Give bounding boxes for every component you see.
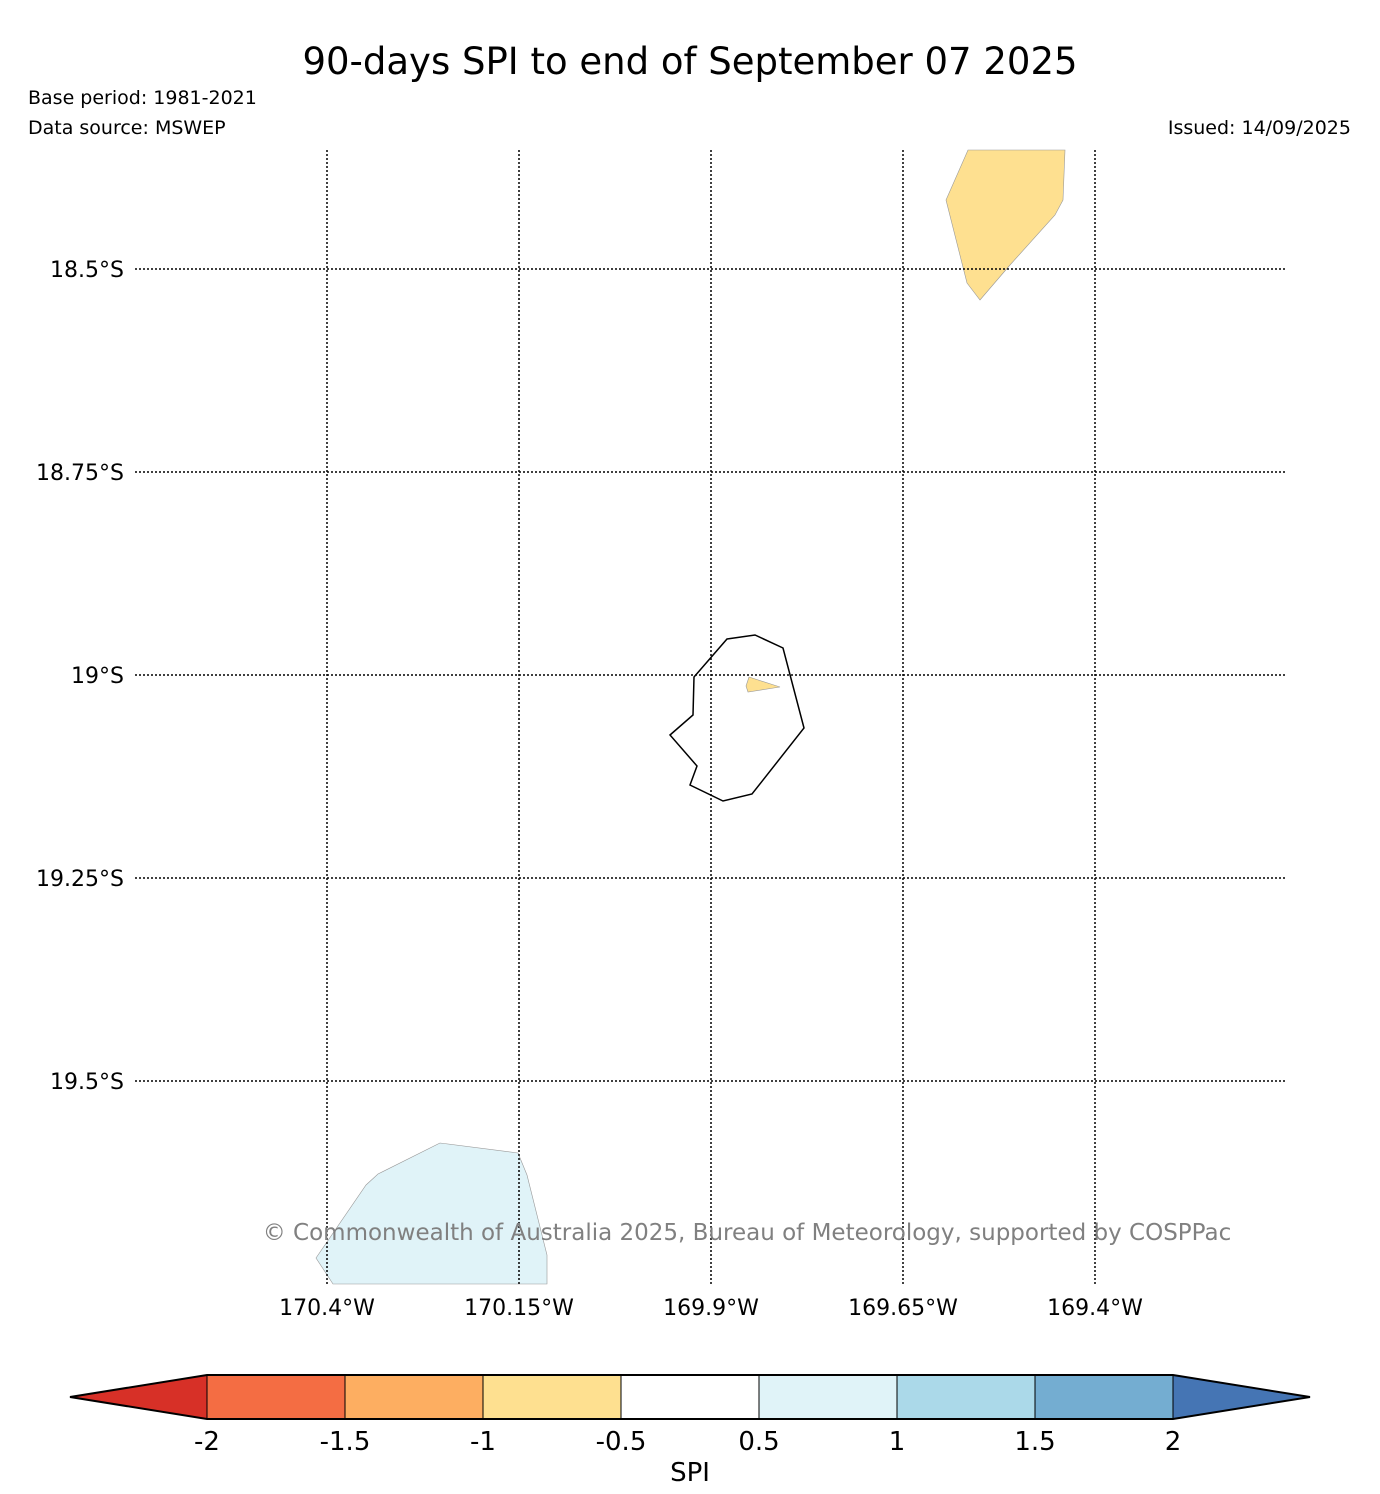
colorbar-tick-neg1-5: -1.5 xyxy=(320,1427,371,1457)
island-coastline xyxy=(668,634,805,802)
colorbar-extend-high xyxy=(1173,1375,1310,1419)
map-title: 90-days SPI to end of September 07 2025 xyxy=(302,40,1078,83)
colorbar-outline xyxy=(69,1374,1311,1420)
colorbar-tick-2: 2 xyxy=(1165,1427,1182,1457)
colorbar-segment-5 xyxy=(759,1375,897,1419)
lon-label-170-4: 170.4°W xyxy=(279,1296,375,1321)
colorbar-segment-6 xyxy=(897,1375,1035,1419)
lon-label-169-65: 169.65°W xyxy=(848,1296,958,1321)
colorbar-label: SPI xyxy=(670,1458,710,1488)
lat-label-19-5: 19.5°S xyxy=(50,1070,124,1095)
latitude-gridlines xyxy=(135,268,1285,1082)
colorbar-segment-2 xyxy=(345,1375,483,1419)
colorbar-extend-low xyxy=(70,1375,207,1419)
colorbar-segment-3 xyxy=(483,1375,621,1419)
colorbar-tick-1: 1 xyxy=(889,1427,906,1457)
lat-label-18-75: 18.75°S xyxy=(36,461,124,486)
lon-label-169-4: 169.4°W xyxy=(1047,1296,1143,1321)
base-period-note: Base period: 1981-2021 xyxy=(28,87,257,109)
colorbar-segment-4 xyxy=(621,1375,759,1419)
data-source-note: Data source: MSWEP xyxy=(28,117,226,139)
dry-patch-north xyxy=(945,149,1066,301)
lon-label-170-15: 170.15°W xyxy=(464,1296,574,1321)
longitude-gridlines xyxy=(326,150,1096,1284)
colorbar-tick-0-5: 0.5 xyxy=(738,1427,779,1457)
lat-label-19-25: 19.25°S xyxy=(36,867,124,892)
lat-label-18-5: 18.5°S xyxy=(50,258,124,283)
lat-label-19: 19°S xyxy=(71,664,124,689)
colorbar-segment-7 xyxy=(1035,1375,1173,1419)
colorbar-tick-neg0-5: -0.5 xyxy=(596,1427,647,1457)
wet-patch-south xyxy=(315,1142,548,1285)
colorbar-tick-neg1: -1 xyxy=(470,1427,496,1457)
issued-date: Issued: 14/09/2025 xyxy=(1167,117,1351,139)
colorbar-segment-1 xyxy=(207,1375,345,1419)
colorbar-tick-neg2: -2 xyxy=(194,1427,220,1457)
lon-label-169-9: 169.9°W xyxy=(663,1296,759,1321)
spi-colorbar: -2 -1.5 -1 -0.5 0.5 1 1.5 2 SPI xyxy=(69,1374,1311,1488)
dry-patch-island xyxy=(745,676,781,693)
copyright-notice: © Commonwealth of Australia 2025, Bureau… xyxy=(263,1220,1232,1246)
colorbar-tick-1-5: 1.5 xyxy=(1014,1427,1055,1457)
